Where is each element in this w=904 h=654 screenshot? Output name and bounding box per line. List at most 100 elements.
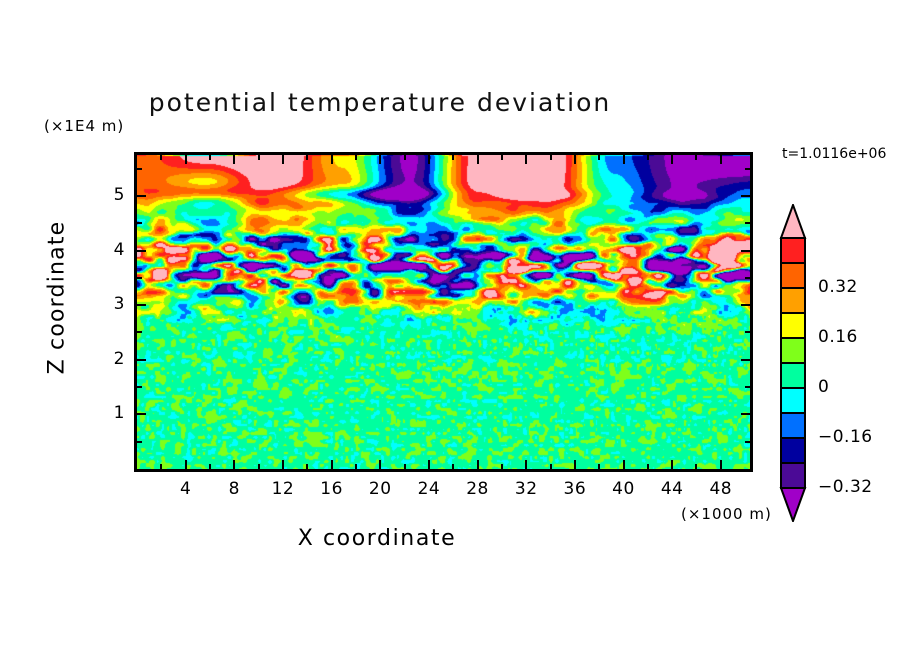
x-axis-tick [476, 155, 479, 164]
y-axis-tick [741, 249, 750, 252]
x-axis-tick-label: 4 [179, 479, 192, 499]
y-axis-tick-label: 5 [113, 184, 125, 205]
y-axis-tick [741, 358, 750, 361]
x-axis-tick [330, 460, 333, 469]
x-axis-tick [719, 460, 722, 469]
x-axis-tick [330, 155, 333, 164]
x-axis-minor-tick [306, 464, 309, 469]
x-axis-minor-tick [598, 155, 601, 160]
y-axis-minor-tick [745, 167, 750, 170]
y-axis-unit-label: (×1E4 m) [44, 117, 125, 135]
y-axis-tick [741, 194, 750, 197]
x-axis-tick [573, 155, 576, 164]
x-axis-tick [281, 460, 284, 469]
colorbar-tick-label: 0 [818, 377, 830, 397]
x-axis-minor-tick [549, 464, 552, 469]
colorbar-band [780, 312, 806, 339]
y-axis-minor-tick [745, 440, 750, 443]
y-axis-tick [741, 304, 750, 307]
y-axis-tick [741, 413, 750, 416]
x-axis-unit-label: (×1000 m) [681, 505, 772, 523]
x-axis-tick-label: 32 [514, 479, 538, 499]
x-axis-tick [184, 460, 187, 469]
x-axis-minor-tick [354, 464, 357, 469]
y-axis-tick-label: 4 [113, 239, 125, 260]
x-axis-tick-label: 28 [466, 479, 489, 499]
x-axis-tick [233, 155, 236, 164]
x-axis-tick [476, 460, 479, 469]
x-axis-tick [233, 460, 236, 469]
x-axis-tick [525, 460, 528, 469]
colorbar-band [780, 337, 806, 364]
x-axis-title: X coordinate [297, 526, 457, 551]
x-axis-minor-tick [695, 155, 698, 160]
x-axis-tick-label: 36 [563, 479, 587, 499]
x-axis-tick [573, 460, 576, 469]
x-axis-minor-tick [646, 155, 649, 160]
y-axis-tick [137, 194, 146, 197]
y-axis-minor-tick [137, 331, 142, 334]
x-axis-tick-label: 16 [320, 479, 343, 499]
colorbar-band [780, 262, 806, 289]
x-axis-tick [525, 155, 528, 164]
x-axis-minor-tick [646, 464, 649, 469]
x-axis-tick-label: 20 [368, 479, 392, 499]
y-axis-title: Z coordinate [44, 220, 70, 375]
y-axis-tick [137, 413, 146, 416]
colorbar-band [780, 362, 806, 389]
colorbar-band [780, 237, 806, 264]
contour-field-canvas [137, 155, 750, 469]
y-axis-minor-tick [137, 222, 142, 225]
y-axis-tick [137, 249, 146, 252]
x-axis-minor-tick [549, 155, 552, 160]
x-axis-tick-label: 12 [271, 479, 295, 499]
y-axis-minor-tick [137, 440, 142, 443]
y-axis-minor-tick [745, 222, 750, 225]
x-axis-tick [671, 155, 674, 164]
colorbar [778, 204, 808, 522]
x-axis-minor-tick [257, 155, 260, 160]
y-axis-minor-tick [745, 331, 750, 334]
y-axis-tick [137, 358, 146, 361]
x-axis-minor-tick [452, 155, 455, 160]
y-axis-minor-tick [745, 386, 750, 389]
y-axis-minor-tick [137, 167, 142, 170]
x-axis-minor-tick [306, 155, 309, 160]
x-axis-tick-label: 40 [612, 479, 635, 499]
x-axis-minor-tick [160, 155, 163, 160]
colorbar-band [780, 437, 806, 464]
x-axis-minor-tick [160, 464, 163, 469]
colorbar-tick-label: 0.16 [818, 327, 858, 347]
x-axis-tick [427, 460, 430, 469]
y-axis-tick-label: 3 [113, 294, 125, 315]
colorbar-band [780, 412, 806, 439]
contour-plot-area [134, 152, 753, 472]
colorbar-tick-label: −0.32 [818, 477, 873, 497]
y-axis-tick [137, 304, 146, 307]
x-axis-tick [427, 155, 430, 164]
colorbar-bottom-cap [779, 487, 807, 522]
x-axis-tick-label: 8 [228, 479, 240, 499]
colorbar-top-cap [779, 204, 807, 239]
colorbar-band [780, 462, 806, 489]
page-title: potential temperature deviation [148, 88, 612, 117]
x-axis-tick [622, 155, 625, 164]
x-axis-minor-tick [403, 464, 406, 469]
x-axis-tick-label: 44 [660, 479, 684, 499]
y-axis-minor-tick [137, 276, 142, 279]
x-axis-tick-label: 24 [417, 479, 441, 499]
x-axis-minor-tick [500, 464, 503, 469]
x-axis-minor-tick [695, 464, 698, 469]
x-axis-tick [184, 155, 187, 164]
x-axis-minor-tick [354, 155, 357, 160]
x-axis-minor-tick [598, 464, 601, 469]
y-axis-minor-tick [745, 276, 750, 279]
x-axis-tick [379, 460, 382, 469]
x-axis-tick [671, 460, 674, 469]
x-axis-minor-tick [208, 155, 211, 160]
colorbar-band [780, 387, 806, 414]
x-axis-minor-tick [452, 464, 455, 469]
x-axis-minor-tick [257, 464, 260, 469]
y-axis-tick-label: 2 [113, 348, 125, 369]
x-axis-tick [719, 155, 722, 164]
